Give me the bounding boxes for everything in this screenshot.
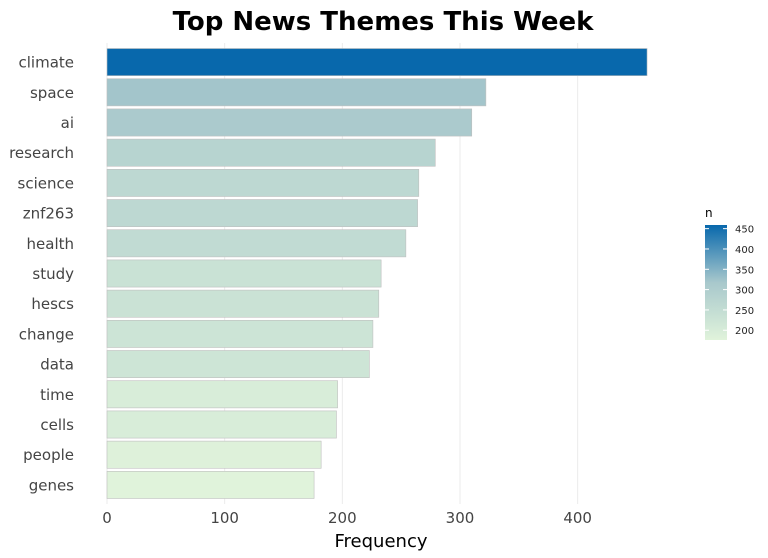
legend-tick-label: 200 — [735, 326, 754, 337]
bar-time — [106, 380, 338, 409]
bar-people — [106, 440, 322, 469]
y-tick-label: data — [40, 356, 74, 374]
legend-title: n — [705, 206, 713, 220]
y-tick-label: space — [30, 84, 74, 102]
x-tick-label: 300 — [446, 509, 475, 527]
bar-climate — [106, 48, 648, 76]
legend-tick-label: 250 — [735, 306, 754, 317]
bar-science — [106, 169, 420, 197]
y-tick-label: research — [9, 144, 74, 162]
x-tick-label: 100 — [210, 509, 239, 527]
bar-znf263 — [106, 199, 418, 227]
bar-hescs — [106, 289, 380, 318]
legend-colorbar — [705, 225, 727, 340]
bar-study — [106, 259, 382, 288]
y-tick-label: znf263 — [23, 205, 74, 223]
legend: n 450 400 350 300 250 200 — [705, 206, 754, 340]
bar-cells — [106, 410, 337, 439]
y-tick-label: ai — [61, 114, 74, 132]
legend-tick-label: 300 — [735, 286, 754, 297]
bars-layer — [106, 48, 648, 499]
legend-tick-label: 450 — [735, 225, 754, 236]
x-tick-label: 200 — [328, 509, 357, 527]
bar-research — [106, 138, 436, 167]
legend-tick-label: 400 — [735, 245, 754, 256]
x-axis-label: Frequency — [335, 531, 428, 552]
x-axis-ticks: 0 100 200 300 400 — [102, 509, 592, 527]
y-tick-label: people — [23, 446, 74, 464]
y-tick-label: science — [18, 174, 74, 192]
y-tick-label: change — [19, 325, 74, 343]
y-axis-labels: climate space ai research science znf263 healt… — [9, 54, 74, 495]
x-tick-label: 400 — [563, 509, 592, 527]
bar-space — [106, 78, 487, 107]
bar-change — [106, 320, 374, 348]
bar-health — [106, 229, 407, 258]
y-tick-label: hescs — [31, 295, 74, 313]
y-tick-label: study — [32, 265, 74, 283]
bar-ai — [106, 108, 473, 137]
y-tick-label: time — [40, 386, 74, 404]
y-tick-label: climate — [19, 54, 75, 72]
y-tick-label: cells — [40, 416, 74, 434]
legend-tick-label: 350 — [735, 265, 754, 276]
y-tick-label: genes — [29, 476, 74, 494]
chart-title: Top News Themes This Week — [173, 7, 595, 37]
y-tick-label: health — [27, 235, 74, 253]
x-tick-label: 0 — [102, 509, 112, 527]
bar-data — [106, 350, 370, 378]
bar-genes — [106, 471, 315, 499]
